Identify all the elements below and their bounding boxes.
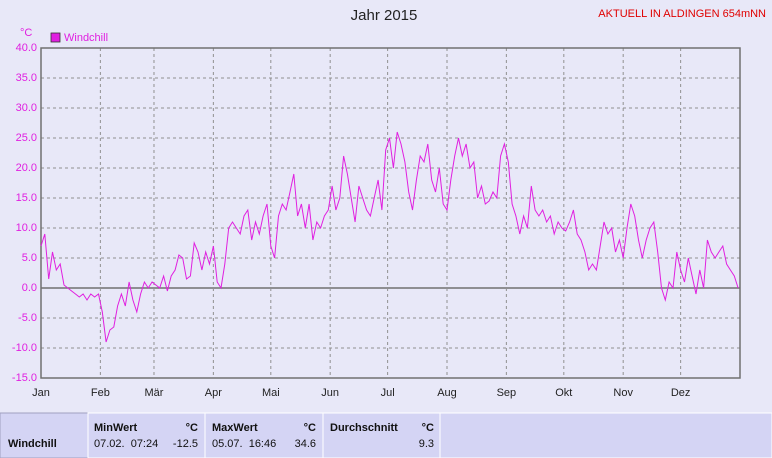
x-tick-label: Jan bbox=[32, 387, 50, 399]
y-tick-label: 35.0 bbox=[16, 72, 37, 84]
x-tick-label: Sep bbox=[497, 387, 517, 399]
x-tick-label: Feb bbox=[91, 387, 110, 399]
y-unit: °C bbox=[20, 27, 32, 39]
plot-area bbox=[41, 48, 740, 378]
x-tick-label: Mär bbox=[145, 387, 164, 399]
y-tick-label: 15.0 bbox=[16, 192, 37, 204]
plot: -15.0 -10.0 -5.0 0.0 5.0 10.0 15.0 20.0 25.0 30.0… bbox=[12, 42, 741, 399]
x-tick-label: Dez bbox=[671, 387, 691, 399]
stats-table: MinWert °C MaxWert °C Durchschnitt °C Windchil… bbox=[0, 412, 772, 458]
table-header: Durchschnitt bbox=[330, 422, 398, 434]
y-tick-label: 40.0 bbox=[16, 42, 37, 54]
y-tick-label: -5.0 bbox=[18, 312, 37, 324]
x-tick-label: Apr bbox=[205, 387, 222, 399]
y-tick-label: 10.0 bbox=[16, 222, 37, 234]
y-tick-label: 20.0 bbox=[16, 162, 37, 174]
chart-title: Jahr 2015 bbox=[351, 7, 418, 24]
x-tick-label: Jul bbox=[381, 387, 395, 399]
y-tick-label: 30.0 bbox=[16, 102, 37, 114]
legend-swatch bbox=[50, 32, 61, 43]
table-header: °C bbox=[422, 422, 434, 434]
table-header: °C bbox=[186, 422, 198, 434]
x-tick-label: Mai bbox=[262, 387, 280, 399]
table-cell-text: Windchill bbox=[8, 438, 57, 450]
x-tick-label: Nov bbox=[613, 387, 633, 399]
y-tick-label: 25.0 bbox=[16, 132, 37, 144]
y-tick-label: -10.0 bbox=[12, 342, 37, 354]
subtitle: AKTUELL IN ALDINGEN 654mNN bbox=[598, 8, 766, 20]
plot-border bbox=[40, 47, 741, 379]
table-cell bbox=[322, 412, 441, 458]
y-tick-label: 0.0 bbox=[22, 282, 37, 294]
table-header: °C bbox=[304, 422, 316, 434]
table-cell bbox=[87, 412, 206, 458]
table-header: MaxWert bbox=[212, 422, 258, 434]
table-cell-text: 05.07. 16:46 bbox=[212, 438, 276, 450]
table-header: MinWert bbox=[94, 422, 138, 434]
x-tick-label: Jun bbox=[321, 387, 339, 399]
y-tick-label: 5.0 bbox=[22, 252, 37, 264]
table-cell bbox=[439, 412, 772, 458]
x-tick-label: Okt bbox=[555, 387, 572, 399]
table-cell bbox=[204, 412, 324, 458]
legend-label: Windchill bbox=[64, 32, 108, 44]
series-line bbox=[40, 131, 739, 343]
x-tick-label: Aug bbox=[437, 387, 457, 399]
y-tick-label: -15.0 bbox=[12, 372, 37, 384]
table-cell-text: 34.6 bbox=[295, 438, 316, 450]
table-cell-text: -12.5 bbox=[173, 438, 198, 450]
table-cell-text: 07.02. 07:24 bbox=[94, 438, 158, 450]
table-cell-text: 9.3 bbox=[419, 438, 434, 450]
